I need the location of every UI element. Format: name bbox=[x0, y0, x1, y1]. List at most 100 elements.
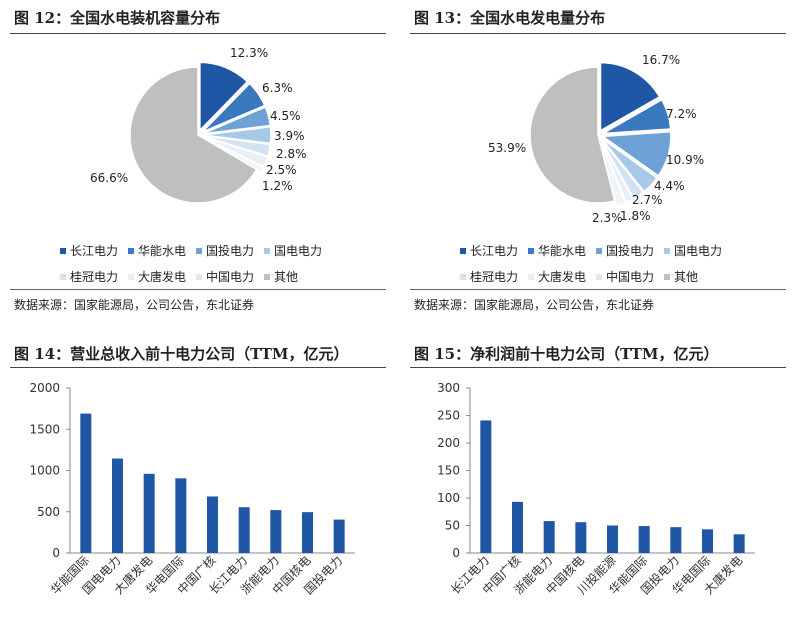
y-tick-label-2: 1000 bbox=[29, 464, 60, 478]
bar-2 bbox=[112, 458, 123, 553]
legend-label-6: 大唐发电 bbox=[138, 270, 187, 284]
legend-item-8: 其他 bbox=[264, 264, 298, 290]
figure-15-title: 图 15：净利润前十电力公司（TTM，亿元） bbox=[414, 345, 719, 363]
y-tick-label-4: 200 bbox=[437, 436, 460, 450]
figure-13-panel: 图 13：全国水电发电量分布 16.7% 7.2% 10.9% 4.4% 2.7% 1.8… bbox=[400, 0, 800, 322]
figure-13-pie-chart: 16.7% 7.2% 10.9% 4.4%2.7% 1.8%2.3% 53.9% bbox=[488, 53, 704, 225]
legend-item-8: 其他 bbox=[664, 264, 698, 290]
bar-6 bbox=[638, 526, 650, 553]
legend-label-3: 国投电力 bbox=[606, 244, 655, 258]
pie-value-label-3: 4.5% bbox=[270, 109, 301, 123]
legend-swatch-1 bbox=[60, 248, 66, 254]
legend-item-2: 华能水电 bbox=[528, 238, 586, 264]
bar-8 bbox=[302, 512, 313, 553]
pie-value-label-3: 10.9% bbox=[666, 153, 704, 167]
legend-swatch-7 bbox=[196, 274, 203, 280]
pie-value-label-5: 2.7% bbox=[632, 193, 663, 207]
bar-3 bbox=[543, 521, 555, 553]
legend-label-4: 国电电力 bbox=[674, 244, 723, 258]
legend-label-2: 华能水电 bbox=[538, 244, 587, 258]
bar-8 bbox=[702, 529, 713, 553]
legend-swatch-1 bbox=[460, 248, 466, 254]
pie-value-label-1: 16.7% bbox=[642, 53, 680, 67]
bar-7 bbox=[670, 527, 682, 553]
legend-swatch-7 bbox=[596, 274, 603, 280]
legend-label-7: 中国电力 bbox=[206, 270, 255, 284]
legend-item-3: 国投电力 bbox=[196, 238, 254, 264]
pie-value-label-8: 66.6% bbox=[90, 171, 128, 185]
y-tick-label-0: 0 bbox=[452, 546, 460, 560]
pie-value-label-6: 1.8% bbox=[620, 209, 651, 223]
legend-swatch-2 bbox=[528, 248, 535, 254]
legend-swatch-8 bbox=[664, 274, 671, 280]
bar-9 bbox=[733, 534, 745, 553]
legend-item-3: 国投电力 bbox=[596, 238, 654, 264]
bar-1 bbox=[480, 420, 492, 553]
legend-swatch-2 bbox=[128, 248, 135, 254]
y-tick-label-3: 1500 bbox=[29, 422, 60, 436]
figure-12-top-rule bbox=[10, 33, 386, 34]
legend-item-7: 中国电力 bbox=[596, 264, 654, 290]
legend-swatch-6 bbox=[528, 274, 535, 280]
pie-value-label-2: 7.2% bbox=[666, 107, 697, 121]
pie-slice-7 bbox=[598, 139, 627, 207]
bar-4 bbox=[575, 522, 587, 553]
pie-slice-1 bbox=[599, 61, 661, 132]
legend-label-8: 其他 bbox=[274, 270, 299, 284]
y-tick-label-4: 2000 bbox=[29, 381, 60, 395]
y-tick-label-5: 250 bbox=[437, 409, 460, 423]
legend-item-5: 桂冠电力 bbox=[460, 264, 518, 290]
legend-label-1: 长江电力 bbox=[70, 244, 119, 258]
pie-value-label-1: 12.3% bbox=[230, 46, 268, 60]
legend-label-3: 国投电力 bbox=[206, 244, 255, 258]
legend-swatch-5 bbox=[460, 274, 466, 280]
pie-value-label-7: 1.2% bbox=[262, 179, 293, 193]
figure-13-bottom-rule bbox=[410, 289, 786, 290]
legend-label-5: 桂冠电力 bbox=[470, 270, 519, 284]
pie-slice-1 bbox=[199, 61, 249, 133]
pie-value-label-4: 4.4% bbox=[654, 179, 685, 193]
figure-14-title: 图 14：营业总收入前十电力公司（TTM，亿元） bbox=[14, 345, 349, 363]
figure-15-bar-chart: 050100150200250300长江电力中国广核浙能电力中国核电川投能源华能… bbox=[437, 381, 755, 597]
pie-slice-8 bbox=[129, 66, 258, 204]
legend-label-8: 其他 bbox=[674, 270, 699, 284]
pie-slice-4 bbox=[601, 137, 659, 193]
legend-label-4: 国电电力 bbox=[274, 244, 323, 258]
figure-15-top-rule bbox=[410, 367, 786, 368]
legend-swatch-5 bbox=[60, 274, 66, 280]
legend-item-6: 大唐发电 bbox=[528, 264, 586, 290]
figure-13-top-rule bbox=[410, 33, 786, 34]
figure-14-panel: 图 14：营业总收入前十电力公司（TTM，亿元） 0 500 1000 1500 200… bbox=[0, 336, 400, 621]
legend-label-7: 中国电力 bbox=[606, 270, 655, 284]
figure-12-title: 图 12：全国水电装机容量分布 bbox=[14, 9, 221, 27]
pie-value-label-7: 2.3% bbox=[592, 211, 623, 225]
legend-item-4: 国电电力 bbox=[264, 238, 322, 264]
pie-value-label-2: 6.3% bbox=[262, 81, 293, 95]
legend-label-6: 大唐发电 bbox=[538, 270, 587, 284]
figure-12-panel: 图 12：全国水电装机容量分布 12.3% 6.3% 4.5% 3.9% 2.8% 2.5… bbox=[0, 0, 400, 322]
bar-1 bbox=[80, 413, 92, 553]
bar-3 bbox=[143, 473, 155, 553]
legend-item-1: 长江电力 bbox=[60, 238, 118, 264]
legend-swatch-6 bbox=[128, 274, 135, 280]
pie-value-label-5: 2.8% bbox=[276, 147, 307, 161]
legend-swatch-4 bbox=[664, 248, 671, 254]
legend-item-5: 桂冠电力 bbox=[60, 264, 118, 290]
legend-swatch-8 bbox=[264, 274, 271, 280]
legend-swatch-3 bbox=[596, 248, 603, 254]
legend-label-5: 桂冠电力 bbox=[70, 270, 119, 284]
pie-slice-2 bbox=[201, 82, 266, 133]
figure-12-pie-chart: 12.3% 6.3% 4.5% 3.9% 2.8% 2.5% 1.2% 66.6% bbox=[90, 46, 307, 204]
pie-slice-4 bbox=[202, 125, 272, 145]
pie-slice-3 bbox=[600, 130, 672, 177]
legend-item-6: 大唐发电 bbox=[128, 264, 186, 290]
legend-label-1: 长江电力 bbox=[470, 244, 519, 258]
legend-item-7: 中国电力 bbox=[196, 264, 254, 290]
pie-value-label-4: 3.9% bbox=[274, 129, 305, 143]
figure-12-legend: 长江电力 华能水电 国投电力 国电电力桂冠电力 大唐发电 中国电力 其他 bbox=[60, 238, 370, 290]
legend-swatch-3 bbox=[196, 248, 203, 254]
figure-14-top-rule bbox=[10, 367, 386, 368]
y-tick-label-0: 0 bbox=[52, 546, 60, 560]
legend-item-2: 华能水电 bbox=[128, 238, 186, 264]
